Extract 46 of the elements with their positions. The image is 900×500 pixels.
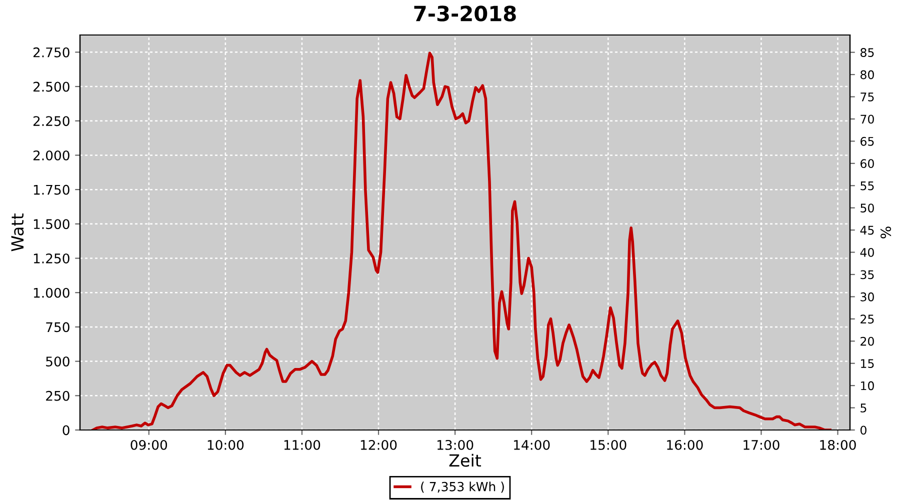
y2-tick-label: 40 (860, 248, 874, 257)
y-tick-label: 0 (62, 425, 70, 436)
y-tick-label: 2.000 (33, 150, 70, 160)
y2-tick-label: 70 (860, 114, 874, 124)
x-tick-label: 18:00 (820, 440, 856, 450)
y-tick-label: 1.750 (34, 184, 70, 195)
y-tick-label: 1.250 (34, 253, 70, 264)
y2-tick-label: 0 (860, 426, 866, 435)
legend-label: ( 7,353 kWh ) (421, 482, 504, 493)
y2-tick-label: 10 (861, 381, 874, 390)
x-tick-label: 15:00 (590, 440, 626, 450)
x-tick-label: 16:00 (667, 440, 703, 450)
x-tick-label: 12:00 (360, 440, 397, 450)
y2-tick-label: 80 (860, 70, 874, 80)
x-axis-title: Zeit (449, 454, 482, 467)
y-tick-label: 2.750 (33, 47, 70, 58)
y2-tick-label: 25 (860, 314, 874, 324)
y2-tick-label: 75 (860, 92, 874, 102)
y2-tick-label: 60 (860, 159, 874, 168)
y2-tick-label: 5 (860, 404, 866, 412)
y-tick-label: 750 (46, 322, 70, 332)
x-tick-label: 11:00 (284, 440, 320, 450)
y-tick-label: 1.000 (34, 288, 70, 298)
y-tick-label: 250 (46, 390, 70, 401)
x-tick-label: 14:00 (514, 440, 550, 450)
y-tick-label: 2.500 (33, 82, 70, 92)
x-tick-label: 10:00 (208, 440, 244, 450)
line-series (92, 52, 832, 430)
y2-tick-label: 15 (861, 359, 874, 368)
y2-tick-label: 20 (860, 336, 874, 346)
y2-tick-label: 55 (860, 182, 874, 190)
y2-tick-label: 85 (860, 48, 874, 57)
x-tick-label: 09:00 (130, 440, 168, 450)
y2-tick-label: 45 (860, 226, 874, 235)
y-axis-title: Watt (11, 214, 24, 252)
y2-tick-label: 35 (860, 270, 874, 280)
chart-title: 7-3-2018 (414, 6, 516, 22)
y2-axis-title: % (880, 226, 892, 238)
y-tick-label: 2.250 (33, 116, 70, 126)
y-tick-label: 500 (46, 356, 70, 367)
x-tick-label: 17:00 (744, 440, 780, 450)
y-tick-label: 1.500 (34, 219, 70, 230)
x-tick-label: 13:00 (437, 440, 474, 450)
y2-tick-label: 50 (860, 204, 874, 212)
y2-tick-label: 65 (860, 136, 874, 146)
y2-tick-label: 30 (860, 292, 874, 302)
